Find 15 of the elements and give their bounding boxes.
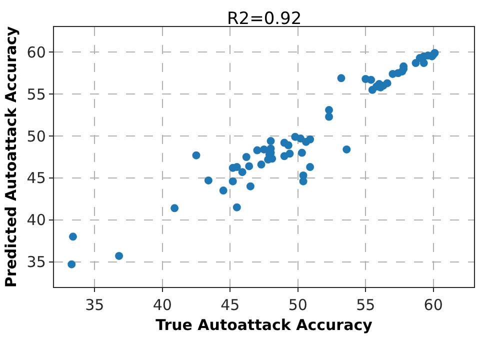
x-axis-title: True Autoattack Accuracy xyxy=(156,316,373,334)
x-tick-label: 45 xyxy=(220,296,240,314)
x-tick-label: 50 xyxy=(288,296,308,314)
y-tick-label: 45 xyxy=(26,169,46,188)
x-tick-label: 40 xyxy=(152,296,172,314)
y-tick-label: 55 xyxy=(26,85,46,104)
chart-title: R2=0.92 xyxy=(226,8,302,29)
x-tick-label: 60 xyxy=(424,296,443,314)
y-tick-label: 50 xyxy=(26,127,46,146)
x-tick-label: 55 xyxy=(356,296,376,314)
x-tick-label: 35 xyxy=(85,296,104,314)
y-axis-title: Predicted Autoattack Accuracy xyxy=(2,26,20,288)
y-tick-label: 35 xyxy=(26,253,46,272)
y-tick-label: 40 xyxy=(26,211,46,230)
y-tick-label: 60 xyxy=(26,43,46,62)
